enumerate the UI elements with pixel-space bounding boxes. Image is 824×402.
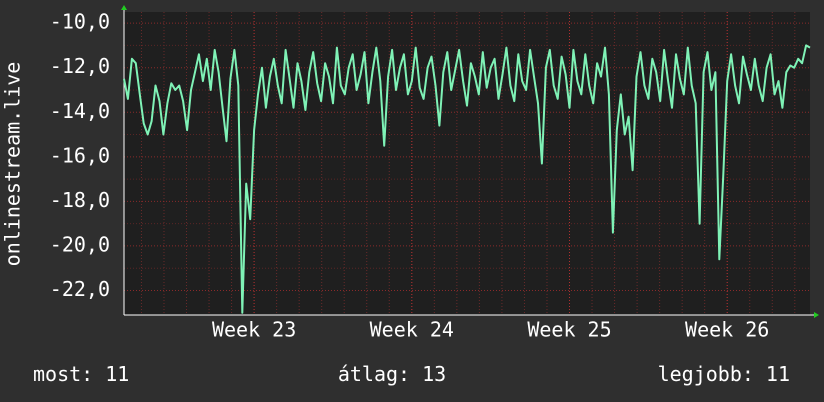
y-tick-label: -20,0	[50, 232, 110, 256]
stat-label: átlag:	[338, 362, 410, 386]
stat-value: 11	[105, 362, 129, 386]
y-tick-label: -16,0	[50, 143, 110, 167]
stat-label: legjobb:	[658, 362, 754, 386]
stat-value: 13	[422, 362, 446, 386]
x-tick-label: Week 25	[527, 318, 611, 342]
axis-arrow	[121, 5, 127, 10]
axis-arrow	[814, 312, 819, 318]
y-tick-label: -22,0	[50, 277, 110, 301]
plot-area	[124, 12, 810, 315]
stat: legjobb: 11	[658, 362, 790, 386]
x-tick-label: Week 26	[685, 318, 769, 342]
x-tick-label: Week 24	[370, 318, 454, 342]
x-tick-label: Week 23	[212, 318, 296, 342]
data-line	[123, 44, 811, 314]
stat-label: most:	[33, 362, 93, 386]
y-tick-label: -18,0	[50, 188, 110, 212]
stat-value: 11	[766, 362, 790, 386]
y-tick-label: -14,0	[50, 99, 110, 123]
y-axis-label: onlinestream.live	[1, 62, 25, 267]
y-tick-label: -10,0	[50, 10, 110, 34]
stat: átlag: 13	[338, 362, 446, 386]
stat: most: 11	[33, 362, 129, 386]
y-tick-label: -12,0	[50, 54, 110, 78]
